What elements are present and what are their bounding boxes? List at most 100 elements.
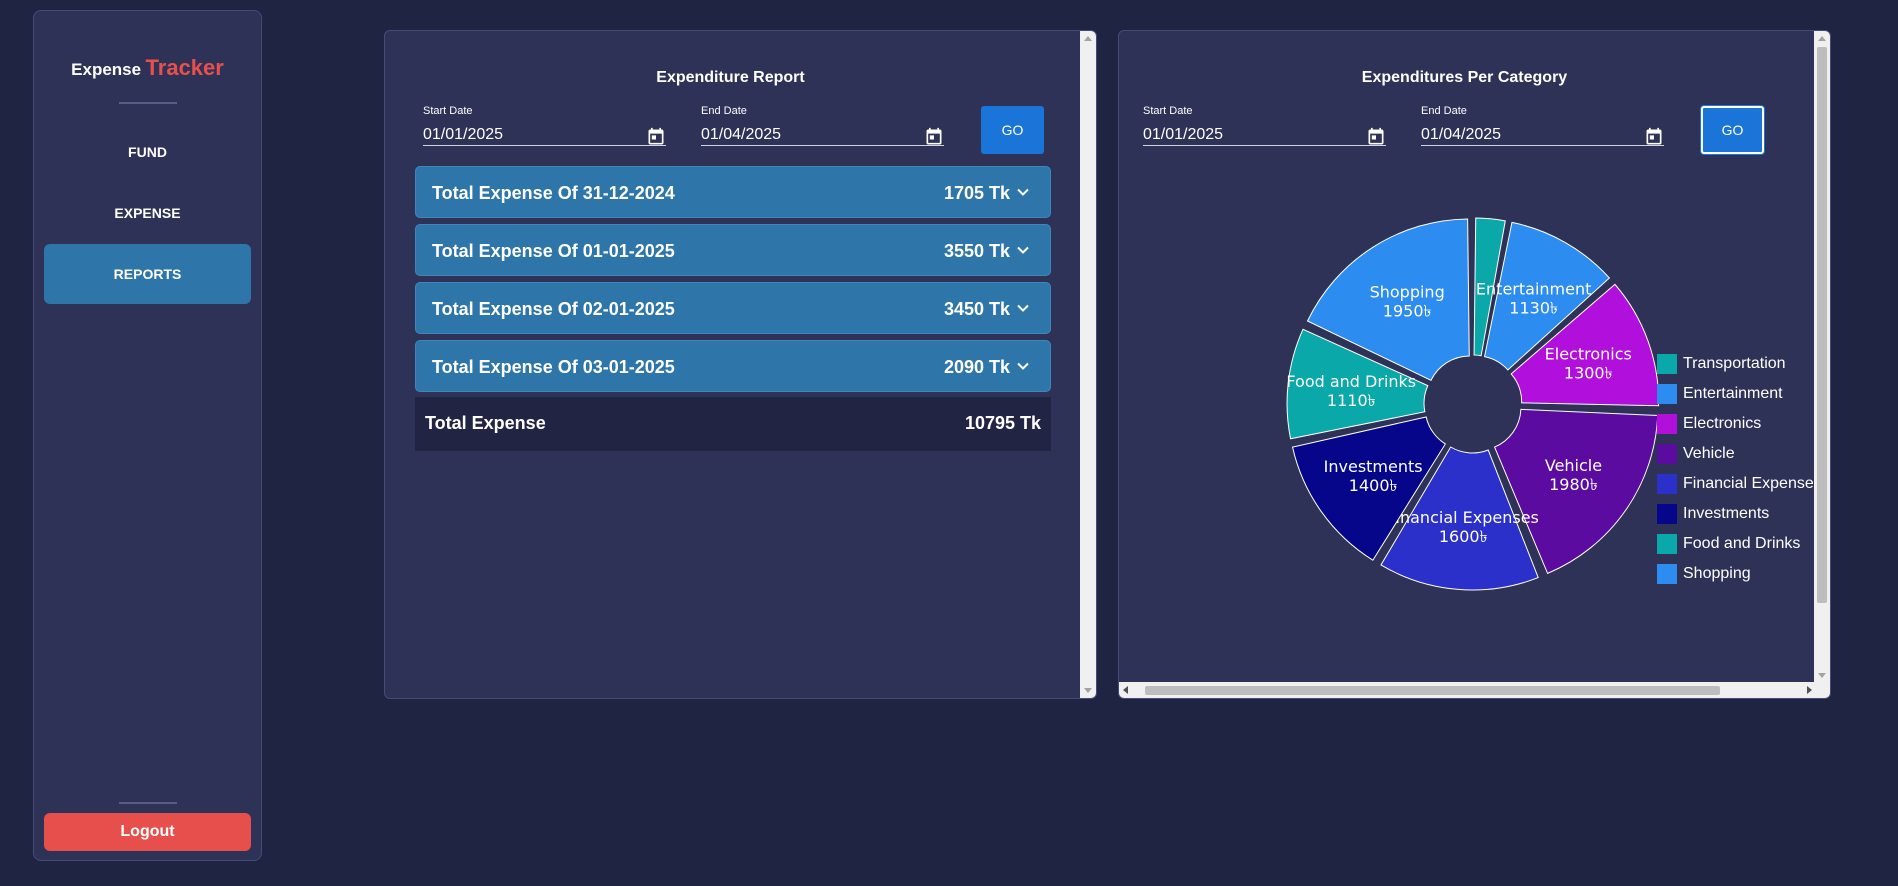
brand-tracker: Tracker: [145, 55, 224, 80]
slice-shopping[interactable]: [1306, 218, 1470, 381]
slice-category-label: Vehicle: [1545, 456, 1602, 475]
legend-label: Transportation: [1683, 355, 1786, 372]
row-title: Total Expense Of 31-12-2024: [432, 183, 675, 203]
slice-value-label: 1400৳: [1349, 476, 1398, 495]
logout-button[interactable]: Logout: [44, 813, 251, 851]
start-date-label: Start Date: [1143, 105, 1193, 117]
vertical-scroll-thumb[interactable]: [1817, 47, 1827, 603]
category-start-date-field[interactable]: Start Date 01/01/2025: [1143, 105, 1386, 146]
legend-swatch: [1657, 384, 1677, 404]
row-amount: 2090 Tk: [943, 357, 1010, 377]
report-start-date-field[interactable]: Start Date 01/01/2025: [423, 105, 666, 146]
report-title: Expenditure Report: [656, 69, 805, 86]
slice-value-label: 1130৳: [1509, 299, 1558, 318]
vertical-scrollbar[interactable]: [1080, 31, 1096, 698]
legend-swatch: [1657, 534, 1677, 554]
horizontal-scrollbar[interactable]: [1119, 682, 1816, 698]
chevron-down-icon[interactable]: [1016, 243, 1030, 257]
legend-label: Vehicle: [1683, 445, 1735, 462]
accordion-row[interactable]: Total Expense Of 02-01-2025 3450 Tk: [415, 282, 1051, 334]
slice-category-label: Entertainment: [1476, 280, 1591, 299]
sidebar-item-fund[interactable]: FUND: [128, 144, 167, 160]
row-amount: 3550 Tk: [943, 241, 1010, 261]
category-title: Expenditures Per Category: [1361, 69, 1568, 86]
chevron-down-icon[interactable]: [1016, 301, 1030, 315]
legend-swatch: [1657, 354, 1677, 374]
slice-financial-expenses[interactable]: [1380, 446, 1539, 591]
legend-label: Entertainment: [1683, 385, 1783, 402]
legend-label: Food and Drinks: [1683, 535, 1801, 552]
slice-entertainment[interactable]: [1483, 221, 1611, 371]
row-title: Total Expense Of 03-01-2025: [432, 357, 675, 377]
slice-transportation[interactable]: [1473, 217, 1506, 357]
end-date-label: End Date: [1421, 105, 1467, 117]
end-date-value[interactable]: 01/04/2025: [701, 126, 782, 143]
slice-category-label: Financial Expenses: [1388, 508, 1539, 527]
legend-label: Financial Expenses: [1683, 475, 1822, 492]
end-date-label: End Date: [701, 105, 747, 117]
sidebar: Expense Tracker FUND EXPENSE REPORTS Log…: [33, 10, 262, 861]
slice-value-label: 1950৳: [1383, 302, 1432, 321]
scroll-up-arrow[interactable]: [1818, 36, 1826, 41]
accordion-row[interactable]: Total Expense Of 03-01-2025 2090 Tk: [415, 340, 1051, 392]
expenditure-report-panel: Expenditure Report Start Date 01/01/2025…: [384, 30, 1097, 699]
row-title: Total Expense Of 02-01-2025: [432, 299, 675, 319]
scroll-down-arrow[interactable]: [1084, 688, 1092, 693]
total-expense-row: Total Expense 10795 Tk: [415, 397, 1051, 451]
slice-food-and-drinks[interactable]: [1286, 328, 1429, 440]
report-go-button[interactable]: GO: [981, 106, 1044, 154]
app-brand: Expense Tracker: [34, 55, 261, 81]
scroll-down-arrow[interactable]: [1818, 673, 1826, 678]
brand-expense: Expense: [71, 60, 142, 79]
chevron-down-icon[interactable]: [1016, 359, 1030, 373]
slice-category-label: Electronics: [1545, 345, 1632, 364]
vertical-scrollbar[interactable]: [1814, 31, 1830, 698]
calendar-icon[interactable]: [924, 127, 944, 147]
calendar-icon[interactable]: [1366, 127, 1386, 147]
category-panel: Expenditures Per Category Start Date 01/…: [1118, 30, 1831, 699]
start-date-value[interactable]: 01/01/2025: [423, 126, 504, 143]
calendar-icon[interactable]: [646, 127, 666, 147]
category-go-button[interactable]: GO: [1701, 106, 1764, 154]
legend-swatch: [1657, 564, 1677, 584]
slice-category-label: Investments: [1324, 457, 1423, 476]
legend-swatch: [1657, 444, 1677, 464]
row-amount: 3450 Tk: [943, 299, 1010, 319]
scroll-right-arrow[interactable]: [1807, 686, 1812, 694]
sidebar-item-expense[interactable]: EXPENSE: [114, 205, 181, 221]
slice-value-label: 1110৳: [1327, 391, 1376, 410]
start-date-value[interactable]: 01/01/2025: [1143, 126, 1224, 143]
scroll-left-arrow[interactable]: [1123, 686, 1128, 694]
calendar-icon[interactable]: [1644, 127, 1664, 147]
accordion-row[interactable]: Total Expense Of 31-12-2024 1705 Tk: [415, 166, 1051, 218]
accordion-row[interactable]: Total Expense Of 01-01-2025 3550 Tk: [415, 224, 1051, 276]
row-title: Total Expense Of 01-01-2025: [432, 241, 675, 261]
slice-vehicle[interactable]: [1493, 408, 1659, 575]
chevron-down-icon[interactable]: [1016, 185, 1030, 199]
legend-swatch: [1657, 414, 1677, 434]
total-value: 10795 Tk: [964, 413, 1041, 433]
sidebar-divider-bottom: [119, 802, 177, 804]
slice-category-label: Food and Drinks: [1286, 372, 1416, 391]
scroll-up-arrow[interactable]: [1084, 36, 1092, 41]
legend-swatch: [1657, 504, 1677, 524]
slice-category-label: Shopping: [1370, 283, 1445, 302]
slice-value-label: 1980৳: [1549, 475, 1598, 494]
row-amount: 1705 Tk: [943, 183, 1010, 203]
end-date-value[interactable]: 01/04/2025: [1421, 126, 1502, 143]
category-end-date-field[interactable]: End Date 01/04/2025: [1421, 105, 1664, 146]
sidebar-item-reports[interactable]: REPORTS: [44, 244, 251, 304]
slice-value-label: 1300৳: [1564, 364, 1613, 383]
slice-investments[interactable]: [1291, 416, 1447, 561]
total-label: Total Expense: [425, 413, 546, 433]
legend-label: Electronics: [1683, 415, 1762, 432]
horizontal-scroll-thumb[interactable]: [1145, 686, 1720, 695]
start-date-label: Start Date: [423, 105, 473, 117]
report-end-date-field[interactable]: End Date 01/04/2025: [701, 105, 944, 146]
slice-value-label: 1600৳: [1439, 527, 1488, 546]
legend-swatch: [1657, 474, 1677, 494]
legend-label: Shopping: [1683, 565, 1751, 582]
sidebar-divider-top: [119, 102, 177, 104]
legend-label: Investments: [1683, 505, 1770, 522]
